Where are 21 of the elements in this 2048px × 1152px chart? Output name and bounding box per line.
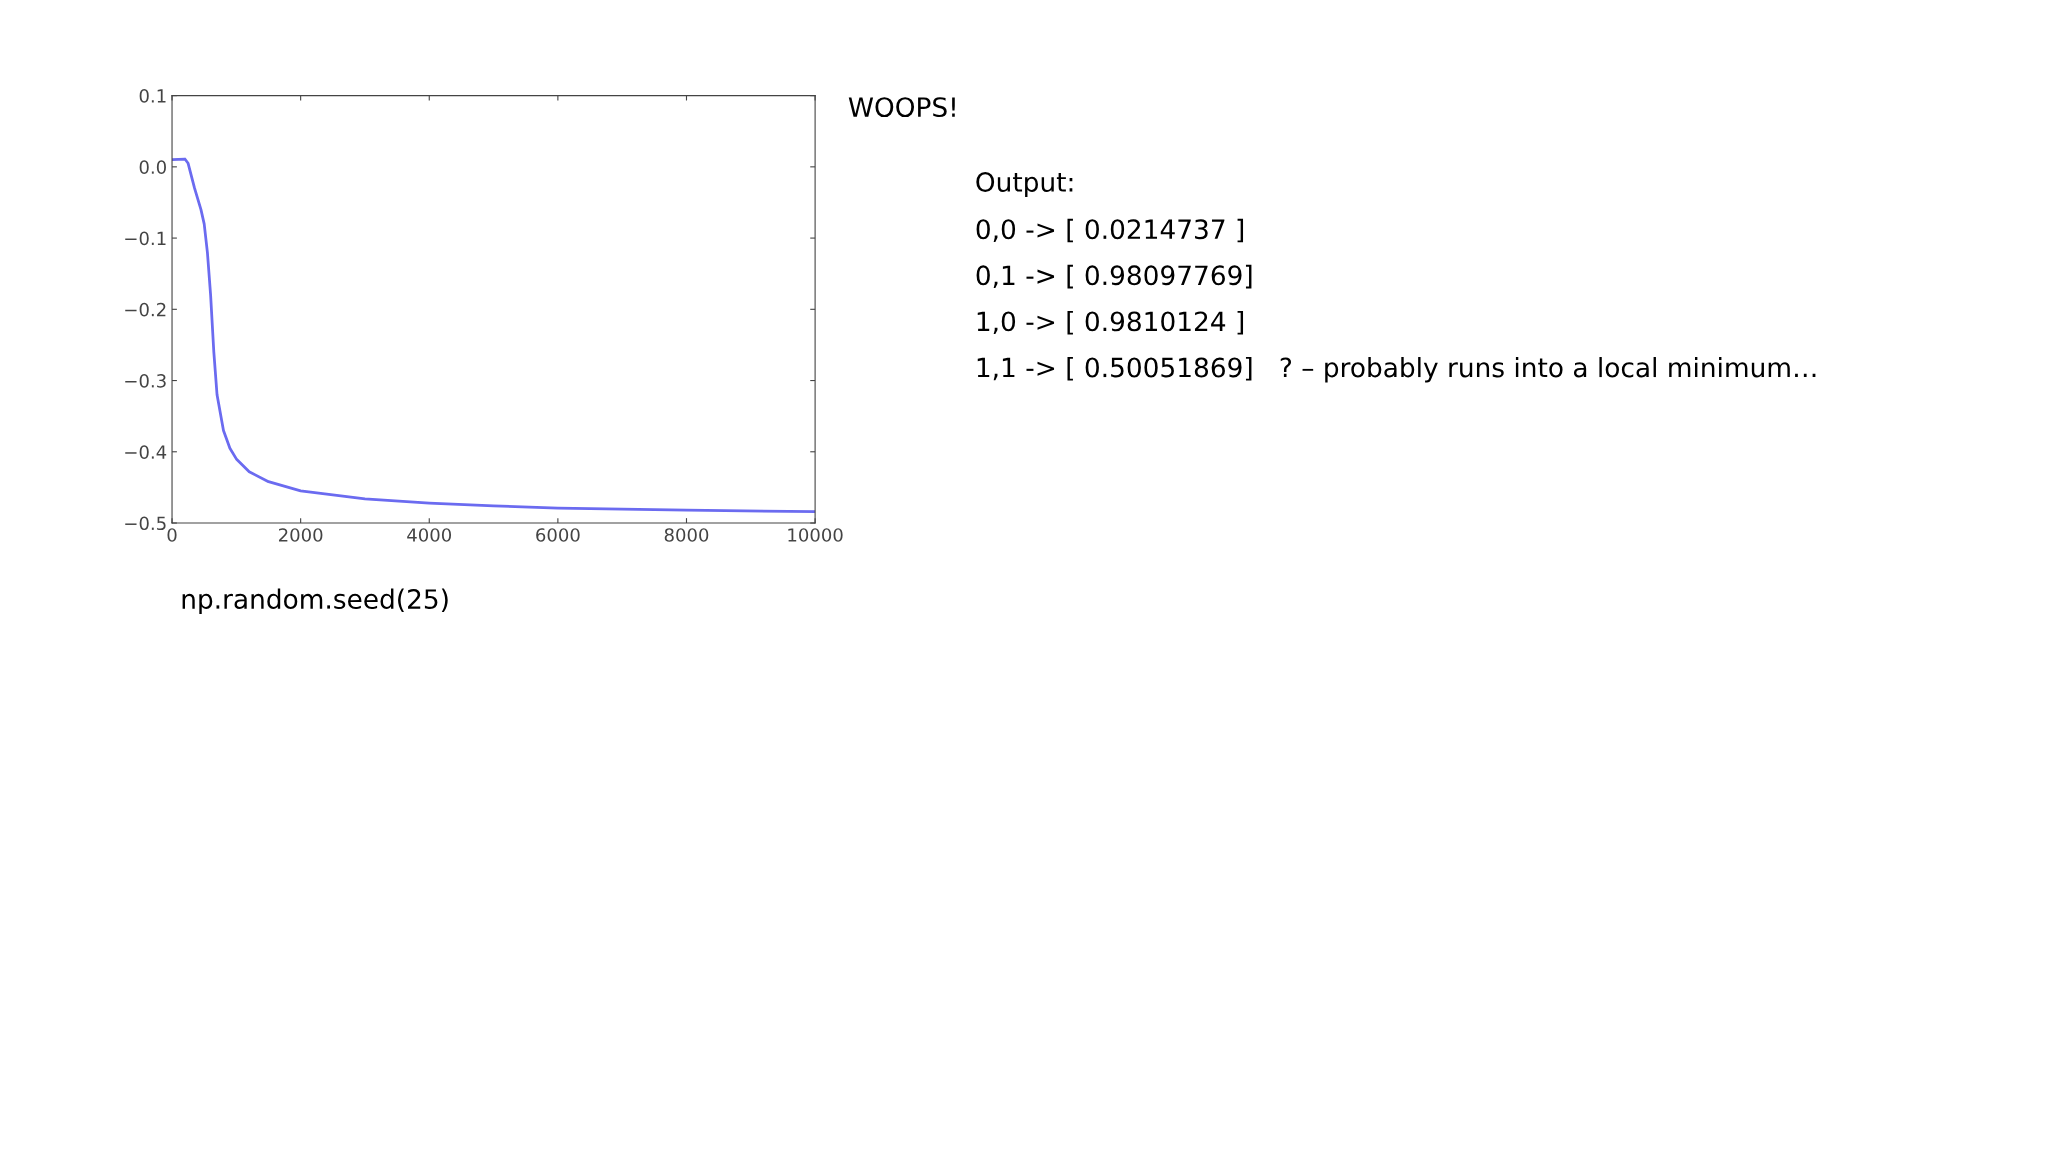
y-tick-label: −0.5 bbox=[125, 516, 166, 531]
x-tick-label: 6000 bbox=[536, 528, 580, 542]
y-tick-label: −0.1 bbox=[125, 231, 166, 246]
x-tick-label: 0 bbox=[167, 528, 177, 542]
y-tick-label: −0.2 bbox=[125, 302, 166, 317]
y-tick-label: 0.0 bbox=[139, 160, 166, 174]
x-tick-label: 10000 bbox=[788, 528, 843, 542]
text: Output: bbox=[976, 172, 1073, 198]
y-tick-label: −0.4 bbox=[125, 445, 167, 459]
text: np.random.seed(25) bbox=[182, 588, 448, 615]
x-tick-label: 4000 bbox=[407, 528, 452, 542]
text: 1,1 -> [ 0.50051869] ? – probably runs into a local minimum… bbox=[977, 357, 1816, 383]
text: WOOPS! bbox=[848, 97, 955, 118]
y-tick-label: 0.1 bbox=[139, 89, 166, 103]
text: 0,1 -> [ 0.98097769] bbox=[976, 264, 1252, 289]
x-tick-label: 2000 bbox=[278, 528, 323, 542]
y-tick-label: −0.3 bbox=[125, 374, 166, 388]
line-series bbox=[172, 157, 816, 513]
text: 1,0 -> [ 0.9810124 ] bbox=[977, 310, 1244, 335]
x-tick-label: 8000 bbox=[664, 528, 709, 542]
text: 0,0 -> [ 0.0214737 ] bbox=[976, 218, 1244, 243]
